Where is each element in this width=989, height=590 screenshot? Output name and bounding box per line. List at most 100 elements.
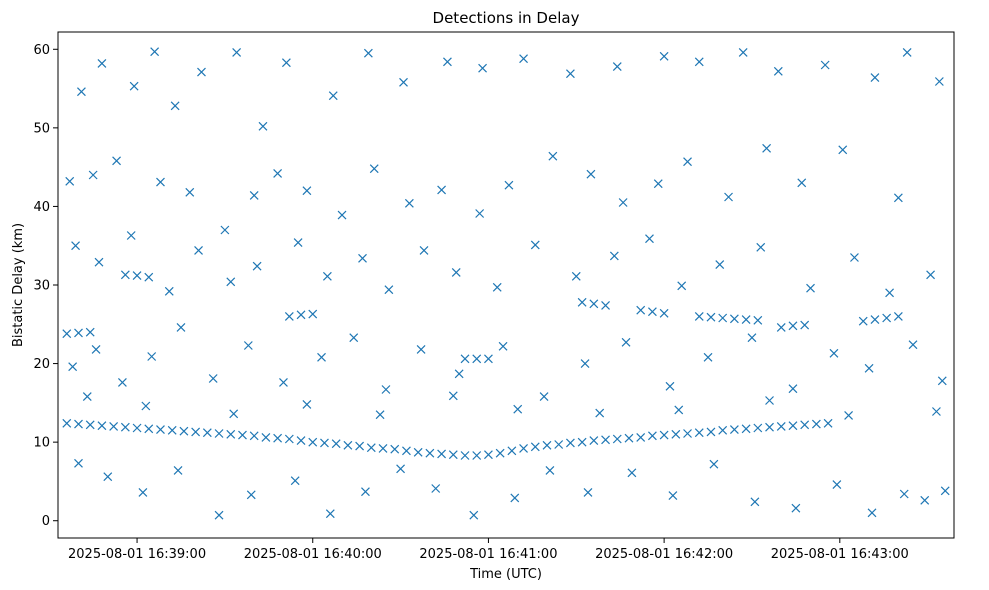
data-point — [328, 91, 338, 101]
data-point — [715, 260, 725, 269]
data-point — [741, 315, 751, 324]
data-point — [284, 312, 294, 321]
data-point — [589, 299, 599, 309]
data-point — [150, 47, 160, 57]
data-point — [317, 352, 326, 362]
data-point — [519, 444, 528, 453]
data-point — [554, 440, 564, 449]
data-point — [800, 420, 810, 430]
data-point — [138, 488, 148, 497]
x-tick-label: 2025-08-01 16:42:00 — [595, 547, 733, 562]
data-point — [448, 391, 458, 401]
data-point — [932, 407, 941, 416]
data-point — [753, 423, 763, 433]
data-point — [208, 374, 218, 383]
data-point — [229, 409, 239, 419]
data-point — [246, 490, 256, 500]
data-point — [144, 424, 154, 434]
data-point — [788, 421, 798, 431]
data-point — [858, 316, 868, 326]
data-point — [281, 58, 291, 68]
data-point — [870, 315, 880, 324]
data-point — [167, 425, 177, 435]
data-point — [820, 60, 830, 70]
data-point — [120, 270, 130, 280]
data-point — [495, 448, 505, 458]
data-point — [601, 435, 610, 445]
data-point — [504, 180, 514, 190]
data-point — [583, 488, 593, 497]
data-point — [893, 312, 903, 321]
data-point — [147, 352, 157, 361]
data-point — [645, 234, 654, 244]
data-point — [621, 337, 631, 347]
data-point — [325, 509, 335, 519]
data-point — [811, 419, 821, 429]
data-point — [636, 305, 646, 315]
data-point — [261, 433, 271, 442]
x-tick-label: 2025-08-01 16:40:00 — [244, 547, 382, 562]
data-point — [577, 297, 587, 307]
data-point — [448, 450, 458, 460]
data-point — [226, 429, 236, 439]
data-point — [565, 438, 575, 448]
data-point — [539, 392, 549, 401]
data-point — [750, 497, 760, 507]
data-point — [381, 385, 391, 394]
data-point — [788, 321, 798, 331]
data-point — [361, 487, 370, 497]
data-point — [88, 170, 98, 180]
data-point — [694, 428, 704, 438]
data-point — [683, 429, 692, 438]
data-point — [413, 447, 423, 457]
data-point — [179, 426, 189, 436]
data-point — [258, 121, 268, 131]
data-point — [120, 422, 130, 432]
data-point — [507, 446, 517, 456]
data-point — [293, 238, 303, 247]
data-point — [97, 59, 107, 68]
data-point — [284, 434, 294, 444]
data-point — [85, 420, 95, 430]
data-point — [273, 169, 283, 178]
data-point — [197, 67, 206, 77]
data-point — [249, 431, 259, 441]
data-point — [443, 57, 452, 67]
data-point — [103, 472, 113, 482]
plot-area — [57, 31, 955, 539]
chart-title: Detections in Delay — [433, 9, 580, 27]
x-tick-label: 2025-08-01 16:39:00 — [68, 547, 206, 562]
data-point — [838, 145, 848, 155]
data-point — [94, 257, 104, 267]
data-point — [296, 436, 306, 445]
data-point — [530, 442, 540, 452]
data-markers — [62, 47, 950, 520]
data-point — [91, 345, 101, 354]
data-point — [375, 410, 385, 420]
data-point — [762, 143, 772, 153]
data-point — [791, 503, 801, 513]
data-point — [249, 191, 259, 200]
data-point — [77, 87, 86, 97]
data-point — [706, 427, 716, 437]
data-point — [694, 312, 704, 321]
data-point — [519, 54, 528, 64]
data-point — [703, 352, 713, 362]
data-point — [934, 77, 944, 86]
data-point — [741, 424, 751, 434]
data-point — [302, 186, 312, 196]
data-point — [484, 354, 493, 364]
data-point — [659, 51, 669, 61]
data-point — [636, 433, 646, 442]
data-point — [893, 193, 903, 203]
data-point — [302, 400, 312, 409]
data-point — [940, 486, 950, 496]
data-point — [709, 459, 719, 469]
data-point — [343, 440, 353, 450]
data-point — [472, 451, 482, 460]
data-point — [724, 192, 733, 202]
data-point — [320, 438, 329, 448]
data-point — [384, 285, 394, 295]
data-point — [322, 271, 332, 281]
data-point — [542, 440, 552, 450]
